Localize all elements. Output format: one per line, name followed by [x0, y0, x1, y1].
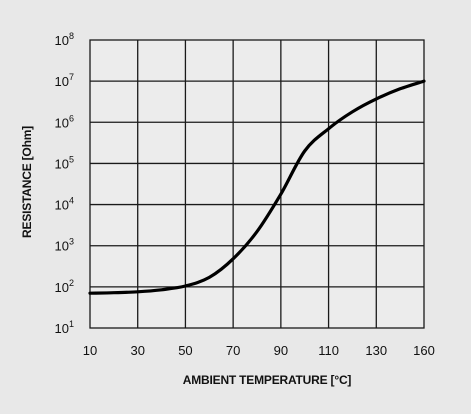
x-tick-label: 10: [83, 343, 97, 358]
y-tick-label: 105: [55, 154, 74, 171]
x-tick-label: 30: [130, 343, 144, 358]
x-tick-label: 160: [413, 343, 435, 358]
x-axis-title: AMBIENT TEMPERATURE [°C]: [183, 373, 352, 387]
x-tick-label: 90: [274, 343, 288, 358]
y-tick-label: 104: [55, 196, 74, 213]
x-tick-label: 70: [226, 343, 240, 358]
y-axis-title: RESISTANCE [Ohm]: [20, 126, 34, 238]
x-tick-label: 50: [178, 343, 192, 358]
y-tick-label: 106: [55, 113, 74, 130]
y-tick-label: 103: [55, 237, 74, 254]
y-tick-label: 107: [55, 72, 74, 89]
y-tick-label: 108: [55, 31, 74, 48]
resistance-curve: [88, 79, 426, 295]
plot-area: [89, 39, 425, 329]
y-tick-label: 101: [55, 319, 74, 336]
x-tick-label: 130: [365, 343, 387, 358]
x-tick-label: 110: [318, 343, 339, 358]
y-tick-label: 102: [55, 278, 74, 295]
